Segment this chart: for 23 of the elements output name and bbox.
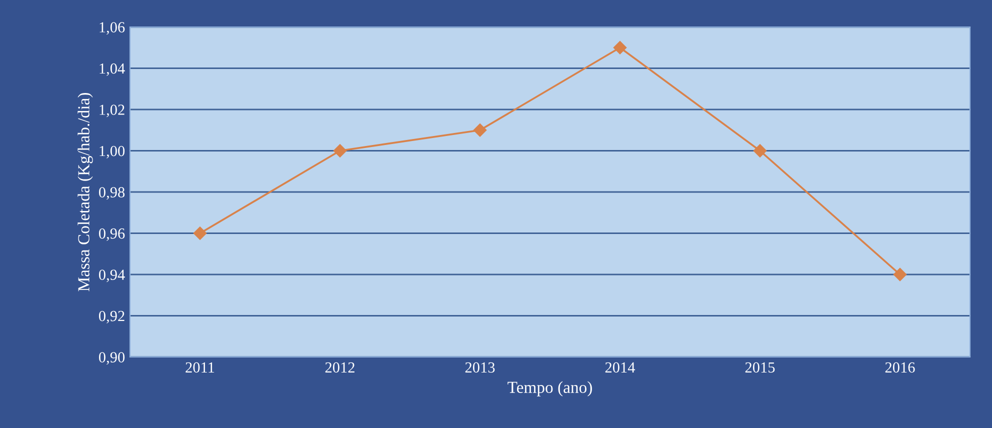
y-tick-label: 0,96 (98, 228, 125, 241)
y-tick-label: 1,02 (100, 104, 124, 118)
y-axis-title: Massa Coletada (Kg/hab./dia) (78, 92, 93, 292)
x-tick-label: 2015 (745, 362, 775, 373)
y-tick-label: 1,04 (100, 63, 125, 76)
x-tick-label: 2016 (885, 362, 915, 373)
y-tick-label: 0,92 (98, 310, 124, 324)
point (473, 124, 487, 137)
point (893, 268, 907, 282)
x-axis-title: Tempo (ano) (508, 381, 592, 396)
x-tick-label: 2011 (186, 362, 214, 373)
point (333, 144, 347, 158)
y-tick-label: 1,06 (100, 22, 125, 35)
x-tick-label: 2012 (325, 362, 354, 373)
y-tick-label: 0,98 (98, 187, 125, 200)
y-tick-label: 1,00 (100, 146, 125, 158)
point (753, 144, 767, 158)
y-tick-label: 0,90 (98, 352, 125, 365)
x-tick-label: 2014 (605, 362, 636, 373)
x-tick-label: 2013 (465, 362, 495, 373)
point (193, 226, 207, 240)
point (613, 41, 627, 54)
y-tick-label: 0,94 (98, 270, 125, 282)
